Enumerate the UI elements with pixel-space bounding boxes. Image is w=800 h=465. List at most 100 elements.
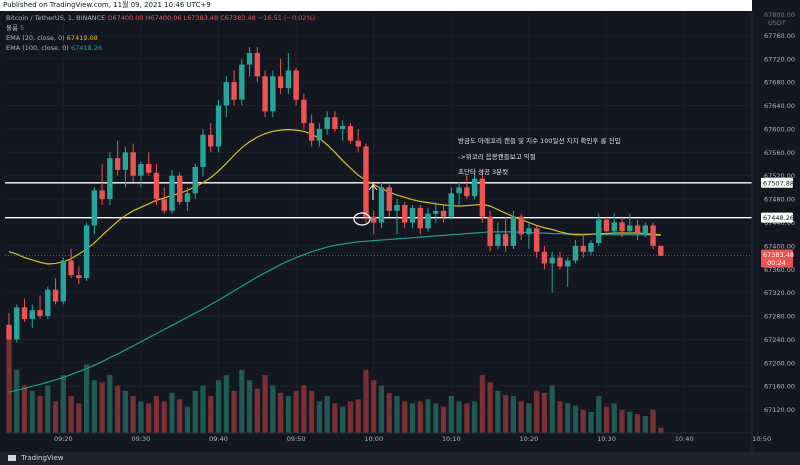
candle-body [572,245,579,261]
candle-body [495,234,501,246]
legend-symbol-row: Bitcoin / TetherUS, 1, BINANCE O67400.00… [6,13,315,23]
candle-body [14,307,20,340]
candle-body [138,164,144,176]
volume-bar [60,374,66,433]
legend-volume-label: 볼륨 [6,24,18,32]
volume-bar [363,369,369,433]
horizontal-levels[interactable] [5,182,752,219]
volume-bar [378,385,385,433]
candle-body [246,52,253,65]
legend-ema20-row: EMA (20, close, 0) 67419.08 [6,33,315,43]
volume-bar [91,380,97,433]
footer-bar [0,452,800,465]
candle-body [316,128,323,141]
published-text: Published on TradingView.com, 11월 09, 20… [3,1,211,9]
legend-ema20-label: EMA (20, close, 0) [6,34,65,42]
candle-body [324,117,330,129]
candle-body [363,146,369,217]
candle-body [308,123,315,141]
candle-body [355,140,361,147]
volume-bar [146,403,152,433]
candle-body [565,260,571,267]
brand-text: TradingView [21,454,64,462]
volume-bar [122,390,128,433]
candle-body [130,152,136,176]
legend-ema20-value: 67419.08 [66,34,98,42]
candle-body [464,187,470,197]
candle-body [83,225,90,279]
time-tick-label: 10:50 [752,435,771,443]
candle-body [596,219,602,243]
candle-body [231,82,237,100]
candle-body [208,134,214,147]
entry-circle [353,212,371,226]
candle-body [6,324,12,340]
price-axis-unit: USDT [768,19,786,27]
volume-bar [177,399,183,433]
volume-bar [642,416,648,433]
price-tick-label: 67440.00 [764,219,795,227]
volume-bar [262,374,268,433]
volume-bar [526,403,532,433]
volume-bar [572,405,579,433]
price-tick-label: 67680.00 [764,79,795,87]
candle-body [371,216,377,223]
time-axis[interactable]: 09:20 09:30 09:40 09:50 10:00 10:10 10:20 10:30… [5,432,771,443]
candle-body [192,166,198,194]
volume-bar [99,382,105,433]
volume-bar [76,403,82,433]
tradingview-brand[interactable]: TradingView [8,454,64,462]
candle-body [603,219,610,232]
candle-body [68,260,74,276]
volume-bar [309,390,315,433]
volume-bar [184,406,191,433]
legend-ema100-row: EMA (100, close, 0) 67418.26 [6,43,315,53]
candle-body [402,204,408,223]
candle-body [526,228,532,235]
volume-bars [6,338,664,433]
volume-bar [588,411,594,433]
volume-bar [239,369,245,433]
volume-bar [503,395,509,433]
volume-bar [371,380,377,433]
level-tag-text: 67507.88 [763,179,794,187]
last-price-countdown: 00:24 [767,259,786,267]
volume-bar [45,385,51,433]
candle-body [487,216,493,246]
price-tick-label: 67480.00 [764,196,795,204]
price-tick-label: 67120.00 [764,406,795,414]
legend-ohlc: O67400.00 H67400.06 L67383.48 C67383.48 … [107,14,316,22]
legend-ema100-value: 67418.26 [70,44,102,52]
volume-bar [464,403,470,433]
level-tag-bg [761,212,793,223]
candle-body [425,213,431,229]
candle-body [658,245,664,256]
candle-body [510,216,517,246]
annotation-line2: ->위코리 음봉캔들보고 익절 [458,152,536,161]
volume-bar [386,392,392,433]
volume-bar [658,427,664,433]
volume-bar [456,401,462,433]
volume-bar [138,401,144,433]
candle-body [293,70,299,100]
price-tick-label: 67320.00 [764,289,795,297]
volume-bar [107,374,113,433]
volume-bar [231,390,237,433]
annotation-line1: 방금도 아래꼬리 캔들 및 지수 100일선 지지 확인후 롱 진입 [458,136,621,145]
volume-bar [487,382,493,433]
candle-body [557,257,563,267]
candle-body [114,158,121,170]
price-tick-label: 67280.00 [764,313,795,321]
candle-body [60,260,67,302]
price-tick-label: 67640.00 [764,102,795,110]
volume-bar [192,390,198,433]
volume-bar [394,396,400,433]
volume-bar [52,401,59,433]
legend-ema100-label: EMA (100, close, 0) [6,44,69,52]
price-tick-label: 67720.00 [764,55,795,63]
volume-bar [402,401,408,433]
